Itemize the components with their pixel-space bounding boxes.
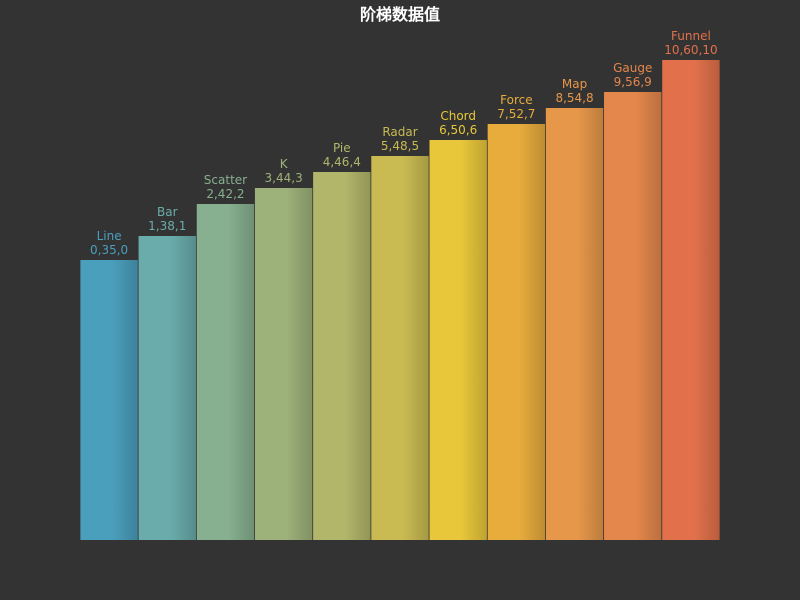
bar-category-label: Funnel [671,29,711,43]
bar-value-label: 0,35,0 [90,243,128,257]
bar-category-label: K [280,157,289,171]
bar-funnel [662,60,720,540]
bar-category-label: Line [97,229,122,243]
bar-scatter [196,204,255,540]
bar-value-label: 6,50,6 [439,123,477,137]
bars-group [80,60,720,540]
bar-bar [138,236,196,540]
bar-value-label: 9,56,9 [614,75,652,89]
bar-category-label: Force [500,93,532,107]
bar-value-label: 2,42,2 [206,187,244,201]
bar-radar [371,156,429,540]
bar-value-label: 1,38,1 [148,219,186,233]
bar-value-label: 5,48,5 [381,139,419,153]
bar-category-label: Pie [333,141,351,155]
bar-category-label: Radar [382,125,417,139]
bar-category-label: Scatter [204,173,247,187]
bar-line [80,260,138,540]
bar-category-label: Bar [157,205,178,219]
bar-value-label: 3,44,3 [265,171,303,185]
bar-k [254,188,313,540]
chart-title: 阶梯数据值 [359,5,440,24]
bar-chord [429,140,487,540]
bar-category-label: Gauge [613,61,652,75]
bar-map [545,108,604,540]
bar-pie [313,172,371,540]
bar-value-label: 7,52,7 [497,107,535,121]
bar-force [487,124,546,540]
bar-category-label: Chord [440,109,476,123]
bar-gauge [604,92,662,540]
bar-category-label: Map [562,77,587,91]
bar-value-label: 4,46,4 [323,155,361,169]
bar-value-label: 8,54,8 [555,91,593,105]
bar-value-label: 10,60,10 [664,43,717,57]
